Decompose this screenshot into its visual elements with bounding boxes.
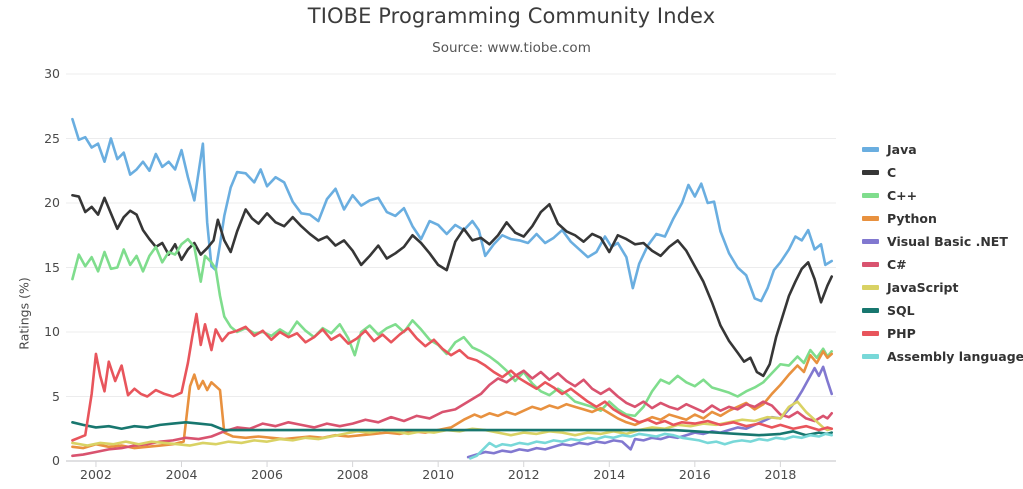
series-line-c [71, 237, 834, 418]
legend-item[interactable]: C [862, 161, 1022, 184]
series-line-sql [71, 420, 834, 437]
legend-color-swatch-icon [862, 193, 879, 198]
legend-color-swatch-icon [862, 354, 879, 359]
legend-item[interactable]: Java [862, 138, 1022, 161]
page-title: TIOBE Programming Community Index [307, 4, 716, 28]
legend-item-label: Python [887, 211, 937, 226]
legend-item-label: C [887, 165, 897, 180]
x-tick-label: 2014 [593, 467, 626, 482]
legend-item[interactable]: C++ [862, 184, 1022, 207]
chart-source-subtitle: Source: www.tiobe.com [432, 40, 591, 56]
legend-item[interactable]: Assembly language [862, 345, 1023, 368]
y-tick-label: 15 [44, 259, 60, 275]
x-axis: 2002 2004 2006 2008 2010 2012 2014 2016 2018 [66, 461, 836, 489]
legend-item[interactable]: JavaScript [862, 276, 1022, 299]
legend-color-swatch-icon [862, 216, 879, 221]
x-tick-label: 2008 [336, 467, 369, 482]
legend-item[interactable]: Visual Basic .NET [862, 230, 1022, 253]
y-axis: Ratings (%) 0 5 10 15 20 25 30 [0, 66, 61, 468]
legend-color-swatch-icon [862, 147, 879, 152]
x-tick-label: 2002 [80, 467, 112, 482]
legend-color-swatch-icon [862, 170, 879, 175]
series-line-php [71, 312, 834, 442]
series-canvas [66, 73, 836, 467]
plot-area [66, 73, 836, 467]
y-tick-label: 0 [52, 453, 60, 468]
legend-color-swatch-icon [862, 262, 879, 267]
series-line-assembly-language [468, 432, 834, 460]
y-tick-label: 20 [44, 195, 60, 210]
series-line-java [71, 117, 834, 303]
legend-item-label: Assembly language [887, 349, 1023, 364]
legend-item-label: SQL [887, 303, 915, 318]
legend-color-swatch-icon [862, 331, 879, 336]
series-line-c [71, 193, 834, 378]
legend-item-label: JavaScript [887, 280, 959, 295]
legend-item[interactable]: Python [862, 207, 1022, 230]
legend-item-label: C++ [887, 188, 918, 203]
legend: Java C C++ Python Visual Basic .NET C# JavaScr… [862, 138, 1023, 368]
legend-item-label: C# [887, 257, 907, 272]
x-tick-label: 2004 [165, 467, 198, 482]
legend-item-label: Java [887, 142, 917, 157]
legend-item-label: PHP [887, 326, 916, 341]
x-tick-label: 2010 [422, 467, 455, 482]
series-line-python [71, 350, 834, 450]
legend-item[interactable]: SQL [862, 299, 1022, 322]
x-tick-label: 2016 [678, 467, 711, 482]
legend-item-label: Visual Basic .NET [887, 234, 1008, 249]
legend-item[interactable]: PHP [862, 322, 1022, 345]
legend-color-swatch-icon [862, 239, 879, 244]
legend-color-swatch-icon [862, 285, 879, 290]
legend-item[interactable]: C# [862, 253, 1022, 276]
y-tick-label: 25 [44, 130, 60, 146]
y-tick-label: 30 [44, 66, 60, 81]
y-tick-label: 10 [44, 324, 60, 339]
legend-color-swatch-icon [862, 308, 879, 313]
x-tick-label: 2018 [764, 467, 797, 482]
x-tick-label: 2006 [251, 467, 283, 482]
x-tick-label: 2012 [507, 467, 540, 482]
y-tick-label: 5 [52, 388, 60, 404]
